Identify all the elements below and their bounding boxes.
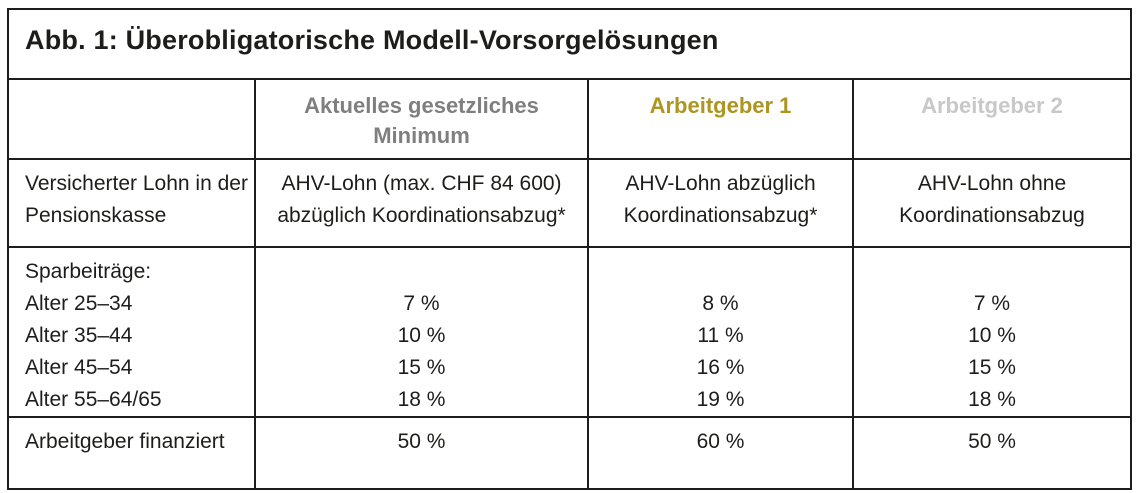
column-header-row: Aktuelles gesetzliches Minimum Arbeitgeb… [7, 78, 1132, 160]
savings-contributions-row: Sparbeiträge: Alter 25–34 Alter 35–44 Al… [7, 246, 1132, 418]
savings-minimum-55-64-65: 18 % [397, 388, 446, 411]
spacer-line [268, 256, 575, 288]
figure-container: Abb. 1: Überobligatorische Modell-Vorsor… [7, 8, 1132, 490]
insured-salary-minimum: AHV-Lohn (max. CHF 84 600) abzüglich Koo… [254, 158, 589, 248]
insured-salary-employer1: AHV-Lohn abzüglich Koordinationsabzug* [587, 158, 854, 248]
employer-financed-employer1: 60 % [587, 416, 854, 490]
employer-financed-row: Arbeitgeber finanziert 50 % 60 % 50 % [7, 416, 1132, 490]
age-band-25-34-label: Alter 25–34 [25, 292, 133, 315]
employer-financed-employer2: 50 % [852, 416, 1132, 490]
employer-financed-minimum: 50 % [254, 416, 589, 490]
savings-employer2-55-64-65: 18 % [968, 388, 1016, 411]
column-header-employer1: Arbeitgeber 1 [587, 78, 854, 160]
savings-employer1-35-44: 11 % [697, 324, 744, 347]
model-pension-table: Abb. 1: Überobligatorische Modell-Vorsor… [7, 8, 1132, 490]
figure-title-row: Abb. 1: Überobligatorische Modell-Vorsor… [7, 8, 1132, 80]
savings-contributions-label-cell: Sparbeiträge: Alter 25–34 Alter 35–44 Al… [7, 246, 256, 418]
savings-employer1-45-54: 16 % [696, 356, 745, 379]
spacer-line [601, 256, 840, 288]
savings-employer2-45-54: 15 % [968, 356, 1016, 379]
age-band-55-64-65-label: Alter 55–64/65 [25, 388, 162, 411]
figure-title: Abb. 1: Überobligatorische Modell-Vorsor… [7, 8, 1132, 80]
savings-employer1-cell: 8 % 11 % 16 % 19 % [587, 246, 854, 418]
savings-employer2-25-34: 7 % [973, 292, 1011, 315]
column-header-minimum-label: Aktuelles gesetzliches Minimum [304, 93, 539, 148]
savings-employer2-35-44: 10 % [968, 324, 1016, 347]
age-band-45-54-label: Alter 45–54 [25, 356, 133, 379]
savings-minimum-45-54: 15 % [397, 356, 446, 379]
column-header-minimum: Aktuelles gesetzliches Minimum [254, 78, 589, 160]
savings-minimum-25-34: 7 % [403, 292, 440, 315]
savings-employer1-25-34: 8 % [702, 292, 739, 315]
savings-employer2-cell: 7 % 10 % 15 % 18 % [852, 246, 1132, 418]
insured-salary-employer2: AHV-Lohn ohne Koordinationsabzug [852, 158, 1132, 248]
header-empty-cell [7, 78, 256, 160]
savings-minimum-35-44: 10 % [397, 324, 446, 347]
age-band-35-44-label: Alter 35–44 [25, 324, 133, 347]
employer-financed-label: Arbeitgeber finanziert [7, 416, 256, 490]
savings-contributions-title: Sparbeiträge: [25, 260, 152, 283]
savings-minimum-cell: 7 % 10 % 15 % 18 % [254, 246, 589, 418]
spacer-line [866, 256, 1118, 288]
savings-employer1-55-64-65: 19 % [696, 388, 745, 411]
insured-salary-label: Versicherter Lohn in der Pensionskasse [7, 158, 256, 248]
column-header-employer2: Arbeitgeber 2 [852, 78, 1132, 160]
insured-salary-row: Versicherter Lohn in der Pensionskasse A… [7, 158, 1132, 248]
